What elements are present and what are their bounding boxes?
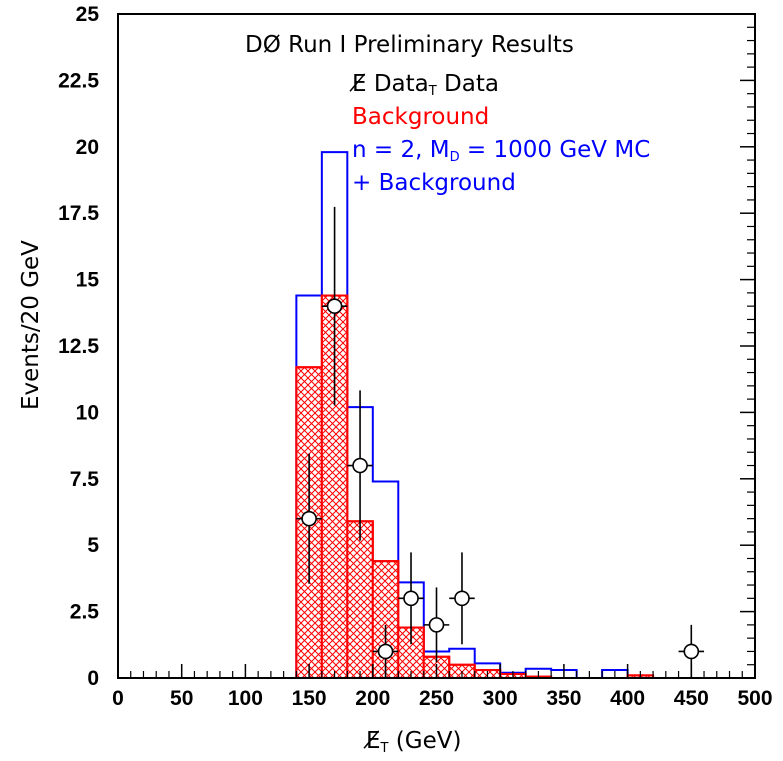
- legend-data-label: E̸ DataT Data: [349, 71, 499, 99]
- x-tick-label: 300: [483, 687, 518, 710]
- data-point: [326, 298, 343, 314]
- data-point: [683, 643, 700, 660]
- data-point: [377, 643, 394, 660]
- background-bin: [346, 520, 374, 680]
- data-point: [454, 590, 470, 607]
- y-axis-title: Events/20 GeV: [18, 240, 44, 410]
- legend-data-rest: Data: [437, 71, 499, 97]
- y-tick-label: 15: [76, 269, 100, 292]
- y-tick-label: 22.5: [58, 69, 99, 92]
- x-axis-title: E̸T (GeV): [363, 728, 462, 756]
- x-tick-label: 200: [355, 687, 390, 710]
- chart-title: DØ Run I Preliminary Results: [245, 32, 574, 58]
- data-point: [428, 617, 445, 633]
- data-point: [352, 457, 368, 474]
- y-tick-label: 10: [76, 401, 99, 424]
- x-tick-label: 450: [674, 687, 709, 710]
- y-tick-label: 2.5: [70, 601, 100, 624]
- y-tick-label: 25: [76, 3, 100, 26]
- x-tick-label: 150: [292, 687, 327, 710]
- y-tick-label: 17.5: [58, 202, 99, 225]
- x-tick-label: 250: [419, 687, 454, 710]
- data-point: [301, 510, 317, 527]
- legend-mc-label: n = 2, MD = 1000 GeV MC: [352, 137, 650, 165]
- y-tick-label: 7.5: [70, 468, 100, 491]
- y-tick-label: 5: [87, 534, 99, 557]
- data-point: [403, 590, 419, 607]
- x-tick-label: 500: [737, 687, 772, 710]
- x-tick-label: 0: [112, 687, 124, 710]
- y-tick-label: 0: [87, 667, 99, 690]
- y-tick-label: 20: [76, 136, 99, 159]
- x-tick-label: 50: [170, 687, 193, 710]
- legend-mc-label-line2: + Background: [352, 170, 516, 196]
- x-tick-label: 350: [546, 687, 581, 710]
- x-tick-label: 100: [228, 687, 263, 710]
- x-tick-label: 400: [610, 687, 645, 710]
- y-tick-label: 12.5: [58, 335, 99, 358]
- legend-background-label: Background: [352, 104, 489, 130]
